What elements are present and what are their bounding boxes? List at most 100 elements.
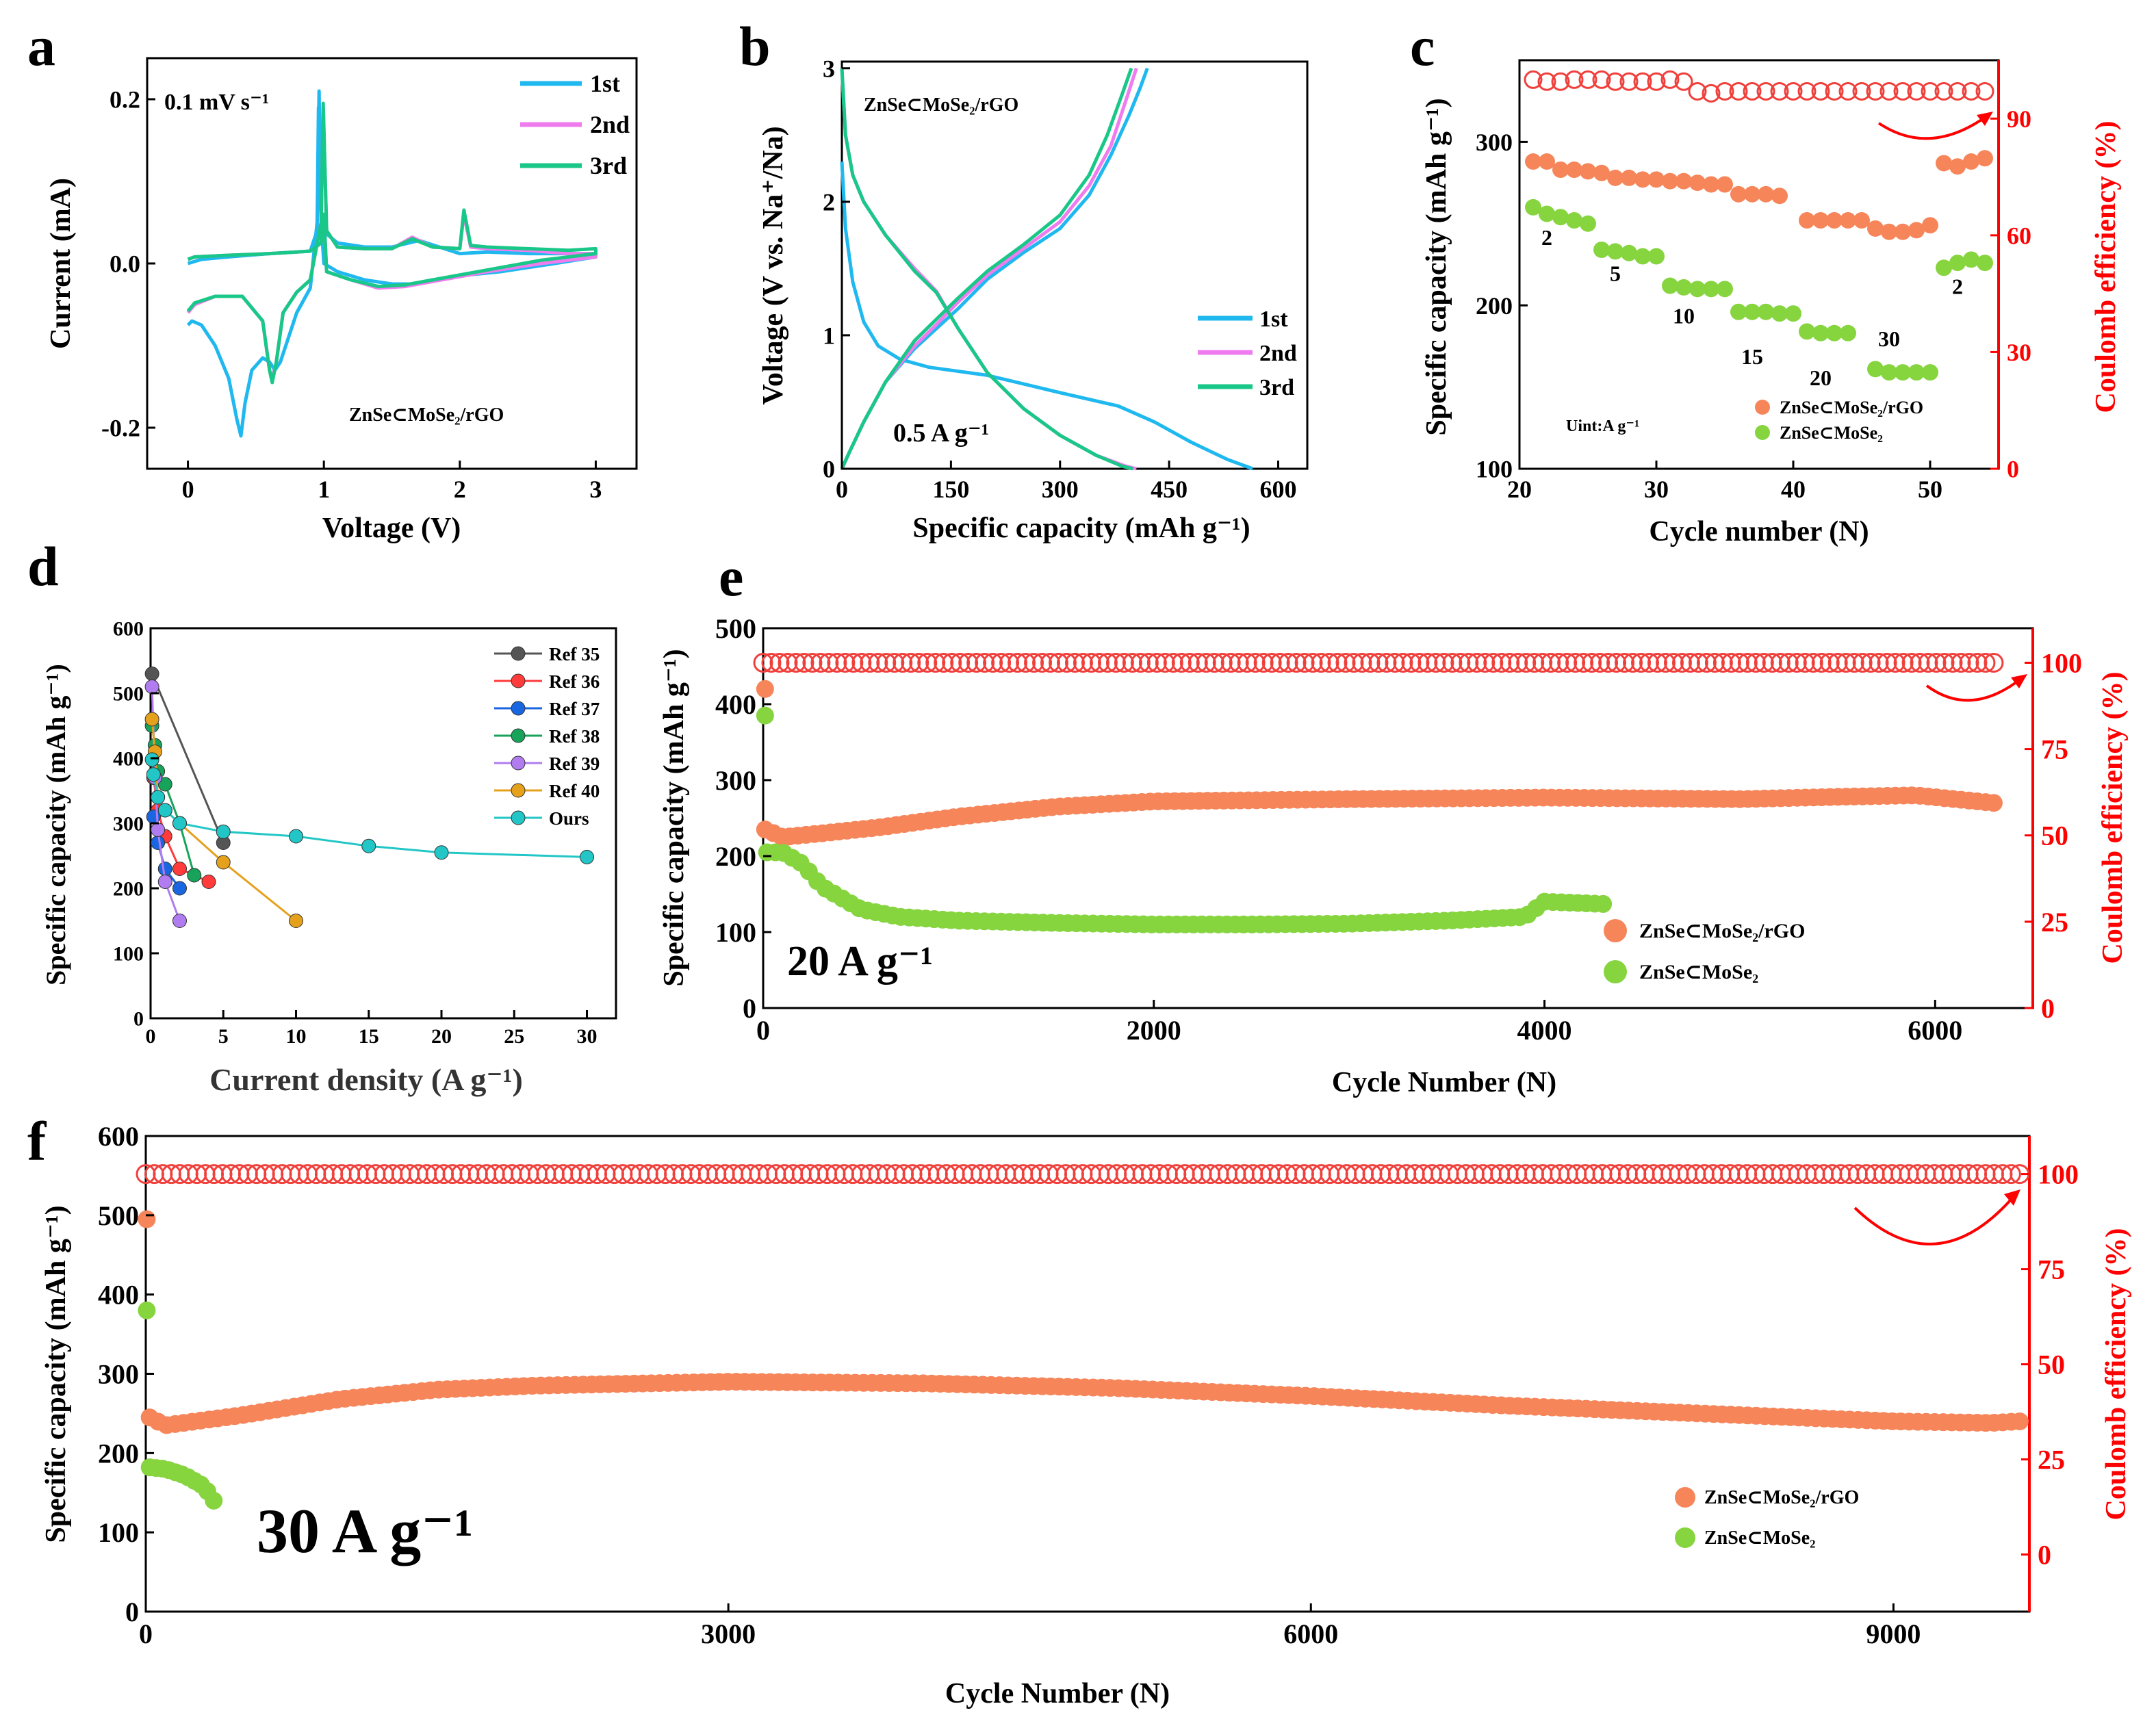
bare-point [1648, 248, 1665, 265]
ce-point [1245, 652, 1266, 673]
x-tick-label: 50 [1918, 476, 1942, 503]
point-Ref-35 [144, 667, 159, 681]
ce-point [1500, 652, 1520, 673]
legend-label-3rd: 3rd [1259, 375, 1294, 400]
ce-point [1537, 72, 1556, 91]
ce-point [1024, 652, 1044, 673]
legend-marker [511, 728, 526, 743]
ce-point [1907, 81, 1926, 101]
legend-marker-rgo [1755, 400, 1770, 415]
legend-marker [511, 673, 526, 688]
y-right-tick-label: 0 [2041, 993, 2055, 1024]
y-tick-label: 300 [715, 765, 756, 796]
ce-point [1754, 652, 1774, 673]
ce-point [1253, 652, 1274, 673]
panel-label-c: c [1410, 15, 1435, 77]
ce-point [1838, 81, 1858, 101]
y-tick-label: 3 [823, 55, 835, 82]
point-Ref-40 [144, 712, 159, 727]
panel-f: 0 3000 6000 9000010020030040050060002550751… [40, 1121, 2132, 1709]
y-tick-label: 0 [743, 993, 756, 1024]
ce-point [1877, 652, 1897, 673]
point-Ref-39 [157, 875, 172, 889]
panel-f-legend: ZnSe⊂MoSe₂/rGO ZnSe⊂MoSe₂ [1675, 1487, 1859, 1549]
legend-marker [511, 783, 526, 798]
panel-d-xlabel: Current density (A g⁻¹) [209, 1062, 523, 1097]
bare-point [1895, 364, 1911, 381]
bare-point [1607, 243, 1624, 260]
legend-label-1st: 1st [1259, 307, 1288, 332]
ce-point [1171, 652, 1192, 673]
ce-point [1467, 652, 1487, 673]
bare-point [1730, 303, 1747, 320]
legend-label: Ref 36 [549, 671, 600, 692]
panel-e-ylabel-right: Coulomb efficiency (%) [2097, 672, 2129, 964]
panel-c-xlabel: Cycle number (N) [1649, 516, 1869, 547]
panel-c-ylabel-right: Coulomb efficiency (%) [2090, 121, 2122, 413]
legend-label-2nd: 2nd [1259, 341, 1297, 366]
ce-point [950, 652, 971, 673]
panel-f-xlabel: Cycle Number (N) [945, 1678, 1170, 1709]
rgo-point [1840, 212, 1856, 229]
panel-a-ylabel: Current (mA) [45, 178, 77, 349]
y-tick-label: 0 [823, 456, 835, 483]
panel-b-curves [840, 67, 1254, 471]
rgo-point [1812, 212, 1829, 229]
bare-point [1717, 281, 1733, 298]
rgo-point [1826, 212, 1843, 229]
ce-point [1869, 652, 1889, 673]
y-tick-label: 100 [113, 943, 144, 966]
ce-point [1803, 652, 1823, 673]
point-Ref-40 [289, 914, 303, 928]
ce-point [1294, 652, 1315, 673]
ce-point [769, 652, 790, 673]
ce-point [1385, 652, 1405, 673]
legend-marker-rgo [1675, 1487, 1695, 1508]
bare-point [1826, 324, 1843, 341]
legend-marker-bare [1755, 425, 1770, 440]
rgo-point [1977, 150, 1993, 167]
ce-point [1056, 652, 1077, 673]
ce-axis-arrow [1877, 114, 1990, 140]
panel-a-ticks: 0 1 2 3 -0.2 0.0 0.2 [101, 86, 602, 503]
ce-point [1770, 652, 1791, 673]
ce-point [1229, 652, 1249, 673]
legend-label-rgo: ZnSe⊂MoSe₂/rGO [1780, 398, 1923, 417]
ce-point [1745, 652, 1766, 673]
ce-point [1836, 652, 1856, 673]
ce-axis-arrow [1853, 1193, 2017, 1245]
x-tick-label: 300 [1042, 476, 1079, 503]
x-tick-label: 3 [589, 476, 602, 503]
y-right-tick-label: 25 [2041, 907, 2068, 938]
ce-point [1188, 652, 1208, 673]
panel-label-b: b [739, 15, 771, 77]
ce-point [1797, 81, 1817, 101]
rate-label: 30 [1878, 326, 1900, 351]
x-tick-label: 25 [504, 1025, 524, 1048]
x-tick-label: 2 [454, 476, 466, 503]
rgo-point [2010, 1412, 2029, 1430]
rgo-point [1634, 171, 1651, 188]
ce-point [1784, 81, 1803, 101]
bare-point [1785, 305, 1801, 322]
y-tick-label: 0 [125, 1597, 139, 1627]
ce-point [1114, 652, 1134, 673]
y-tick-label: 0.0 [110, 250, 140, 278]
ce-point [1688, 81, 1707, 101]
y-right-tick-label: 30 [2007, 339, 2031, 366]
point-Ref-40 [216, 855, 231, 870]
ce-point [925, 652, 946, 673]
x-tick-label: 10 [286, 1025, 307, 1048]
rate-label: 20 [1810, 365, 1832, 390]
ce-point [1049, 652, 1069, 673]
cv-curve-2nd [186, 105, 598, 380]
rgo-point [1703, 176, 1719, 193]
ce-point [1442, 652, 1463, 673]
ce-point [1016, 652, 1036, 673]
ce-point [1948, 81, 1967, 101]
ce-point [761, 652, 782, 673]
rgo-point [1936, 155, 1952, 172]
ce-axis-arrowhead [1977, 112, 1993, 126]
rgo-point [1963, 153, 1979, 170]
legend-marker [511, 756, 526, 771]
